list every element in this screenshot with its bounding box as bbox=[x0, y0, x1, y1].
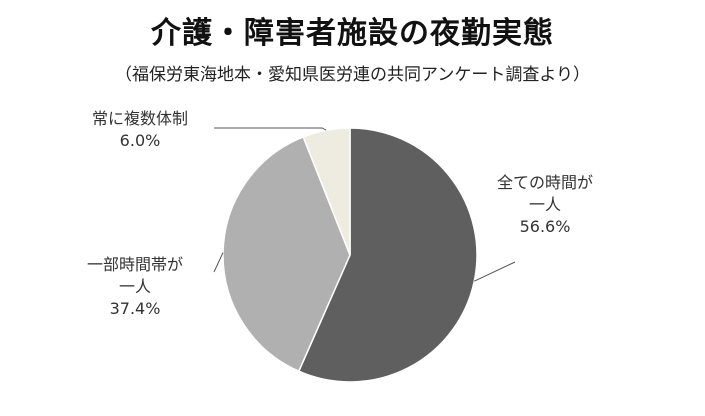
slice-label-line: 一部時間帯が bbox=[86, 255, 183, 274]
slice-label-always-multiple: 常に複数体制 6.0% bbox=[65, 108, 215, 152]
slice-label-line: 一人 bbox=[118, 277, 151, 296]
leader-line bbox=[474, 261, 516, 282]
chart-title: 介護・障害者施設の夜勤実態 bbox=[151, 16, 554, 51]
slice-value-label: 6.0% bbox=[119, 131, 161, 150]
slice-label-partly-alone: 一部時間帯が 一人 37.4% bbox=[60, 254, 210, 320]
slice-label-all-time-alone: 全ての時間が 一人 56.6% bbox=[470, 172, 620, 238]
leader-line bbox=[213, 252, 224, 273]
slice-label-line: 全ての時間が bbox=[496, 173, 593, 192]
slice-label-line: 一人 bbox=[528, 195, 561, 214]
leader-line bbox=[214, 127, 327, 131]
pie-slice-all-time-alone bbox=[297, 127, 478, 383]
chart-subtitle: （福保労東海地本・愛知県医労連の共同アンケート調査より） bbox=[115, 65, 590, 85]
slice-value-label: 37.4% bbox=[109, 299, 161, 318]
slice-label-line: 常に複数体制 bbox=[91, 109, 188, 128]
slice-value-label: 56.6% bbox=[519, 217, 571, 236]
